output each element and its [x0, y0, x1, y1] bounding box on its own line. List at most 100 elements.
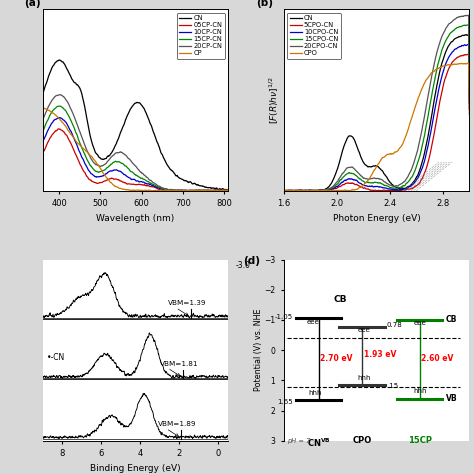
- 10CPO-CN: [466, 42, 472, 47]
- CP: [180, 188, 186, 193]
- CPO: [421, 82, 427, 87]
- 05CP-CN: [210, 188, 216, 193]
- CP: [41, 105, 47, 111]
- 15CPO-CN: [290, 188, 296, 193]
- 15CPO-CN: [329, 185, 335, 191]
- 10CP-CN: [88, 170, 93, 176]
- Text: pH = 7: pH = 7: [287, 438, 310, 444]
- 05CP-CN: [149, 184, 155, 190]
- CN: [88, 135, 93, 140]
- 5CPO-CN: [314, 188, 320, 193]
- 5CPO-CN: [391, 188, 396, 193]
- CN: [329, 180, 335, 185]
- CN: [40, 130, 46, 136]
- CPO: [465, 60, 471, 66]
- 15CPO-CN: [365, 180, 371, 185]
- 20CP-CN: [73, 118, 79, 124]
- CN: [391, 182, 396, 188]
- Line: 15CPO-CN: 15CPO-CN: [284, 25, 469, 191]
- Text: (b): (b): [256, 0, 273, 8]
- CPO: [391, 151, 396, 156]
- CN: [421, 154, 427, 159]
- Y-axis label: $[F(R)h\nu]^{1/2}$: $[F(R)h\nu]^{1/2}$: [268, 76, 281, 124]
- CPO: [314, 188, 320, 193]
- Text: 15CP: 15CP: [408, 436, 432, 445]
- X-axis label: Photon Energy (eV): Photon Energy (eV): [333, 214, 420, 223]
- 15CP-CN: [180, 188, 185, 193]
- Text: eee: eee: [358, 327, 371, 333]
- 15CPO-CN: [391, 185, 396, 191]
- 15CP-CN: [164, 187, 170, 192]
- CPO: [365, 178, 371, 183]
- CP: [149, 188, 155, 193]
- 15CP-CN: [149, 181, 155, 187]
- CP: [164, 188, 170, 193]
- Line: 05CP-CN: 05CP-CN: [43, 129, 228, 191]
- 05CP-CN: [124, 181, 130, 187]
- 15CP-CN: [88, 163, 93, 169]
- Text: .15: .15: [387, 383, 398, 390]
- 10CP-CN: [164, 187, 170, 193]
- CPO: [329, 188, 335, 193]
- 10CPO-CN: [405, 185, 411, 191]
- CN: [314, 188, 320, 193]
- X-axis label: Wavelength (nm): Wavelength (nm): [96, 214, 174, 223]
- CP: [40, 138, 46, 144]
- Text: CB: CB: [446, 316, 457, 325]
- 5CPO-CN: [465, 52, 471, 57]
- CPO: [405, 127, 411, 133]
- 20CP-CN: [88, 155, 93, 161]
- CN: [466, 95, 472, 100]
- CN: [124, 114, 130, 119]
- 10CPO-CN: [314, 188, 320, 193]
- 05CP-CN: [180, 188, 185, 193]
- 20CP-CN: [149, 179, 155, 185]
- CN: [164, 161, 170, 167]
- CPO: [281, 188, 287, 193]
- 20CPO-CN: [281, 188, 287, 193]
- Line: 20CPO-CN: 20CPO-CN: [284, 15, 469, 191]
- Line: 20CP-CN: 20CP-CN: [43, 95, 228, 191]
- Text: VBM=1.39: VBM=1.39: [168, 300, 206, 306]
- 20CP-CN: [164, 186, 170, 191]
- CN: [294, 188, 300, 193]
- Line: CN: CN: [43, 60, 228, 190]
- Line: 10CPO-CN: 10CPO-CN: [284, 45, 469, 191]
- Line: CN: CN: [284, 35, 469, 191]
- Text: (d): (d): [243, 256, 260, 266]
- Line: CPO: CPO: [284, 63, 469, 191]
- 20CP-CN: [124, 154, 130, 159]
- 10CPO-CN: [281, 188, 287, 193]
- Text: eee: eee: [413, 320, 426, 327]
- CPO: [301, 188, 307, 193]
- CN: [281, 188, 287, 193]
- 15CP-CN: [57, 103, 63, 109]
- 15CPO-CN: [314, 188, 320, 193]
- Line: 5CPO-CN: 5CPO-CN: [284, 55, 469, 191]
- CP: [225, 188, 231, 193]
- 10CP-CN: [149, 182, 155, 188]
- 20CP-CN: [180, 188, 186, 193]
- 10CPO-CN: [365, 183, 371, 189]
- 20CP-CN: [57, 92, 63, 98]
- Line: CP: CP: [43, 108, 228, 191]
- 20CPO-CN: [314, 187, 319, 193]
- Text: 0.78: 0.78: [387, 322, 402, 328]
- CN: [149, 126, 155, 132]
- 05CP-CN: [88, 177, 93, 183]
- Text: -3.0: -3.0: [236, 261, 250, 270]
- 20CPO-CN: [466, 12, 472, 18]
- 15CPO-CN: [421, 136, 427, 142]
- CN: [180, 176, 185, 182]
- CN: [405, 184, 411, 190]
- 15CP-CN: [73, 130, 79, 136]
- Text: 2.60 eV: 2.60 eV: [421, 354, 454, 363]
- CPO: [466, 111, 472, 117]
- 20CPO-CN: [390, 183, 396, 189]
- 10CPO-CN: [391, 187, 396, 192]
- 10CP-CN: [225, 188, 231, 193]
- 05CP-CN: [56, 126, 62, 132]
- 15CP-CN: [40, 152, 46, 158]
- 5CPO-CN: [281, 188, 287, 193]
- 05CP-CN: [164, 187, 170, 193]
